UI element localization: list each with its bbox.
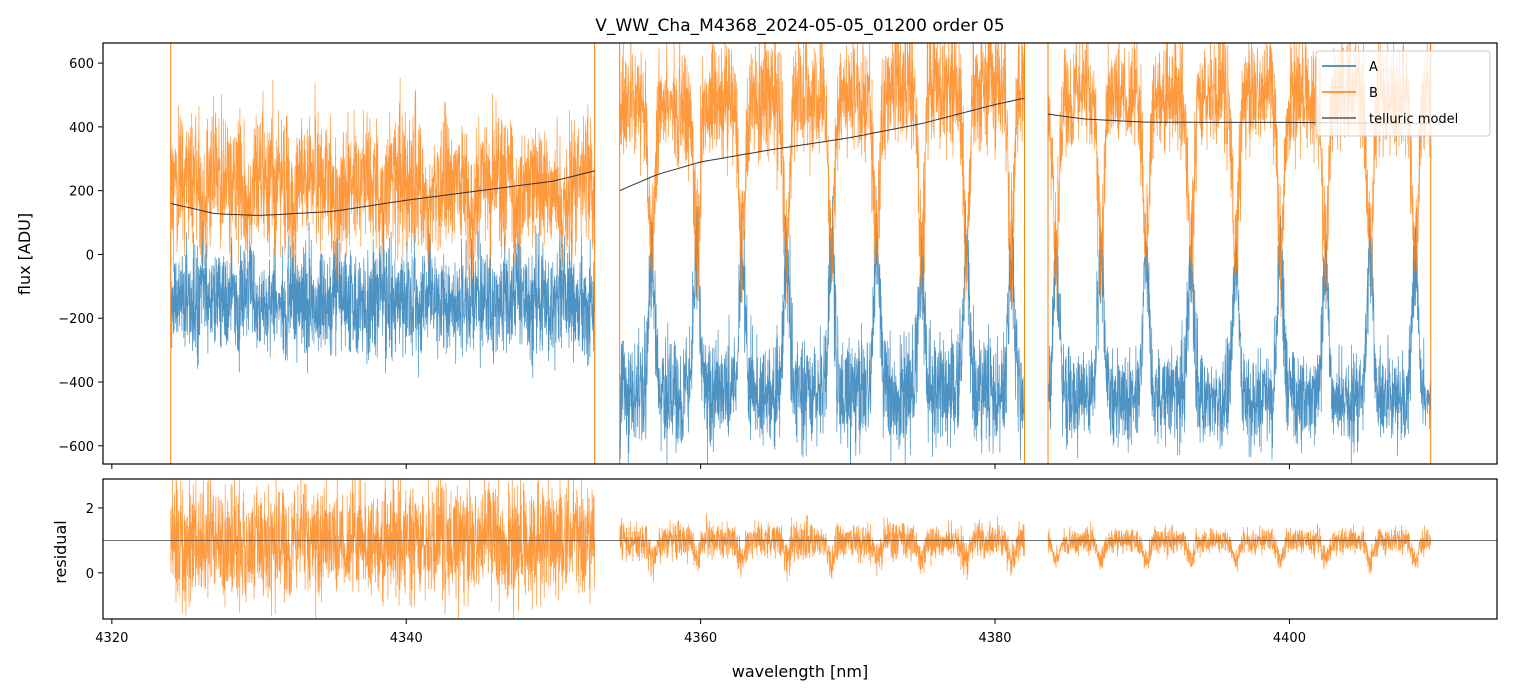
series-b-segment-1 xyxy=(619,43,1025,312)
series-b-segment-2 xyxy=(1047,43,1432,317)
flux-ytick-label: −600 xyxy=(58,440,94,455)
xtick-label: 4380 xyxy=(978,631,1011,646)
legend-label-telluric: telluric model xyxy=(1369,112,1458,127)
residual-segment-1 xyxy=(619,513,1025,582)
flux-ytick-label: 0 xyxy=(86,248,94,263)
flux-ytick-label: 200 xyxy=(69,185,94,200)
legend-label-a: A xyxy=(1369,60,1378,75)
residual-ytick-label: 0 xyxy=(86,567,94,582)
series-a-segment-0 xyxy=(170,212,596,379)
xtick-label: 4320 xyxy=(95,631,128,646)
residual-segment-2 xyxy=(1047,522,1432,575)
xtick-label: 4360 xyxy=(684,631,717,646)
legend: A B telluric model xyxy=(1315,50,1491,137)
flux-ytick-label: −200 xyxy=(58,312,94,327)
residual-ytick-label: 2 xyxy=(86,502,94,517)
legend-label-b: B xyxy=(1369,86,1378,101)
telluric-model-segment-1 xyxy=(619,97,1025,192)
xtick-label: 4400 xyxy=(1273,631,1306,646)
residual-segment-0 xyxy=(170,479,596,619)
flux-plot xyxy=(170,43,1432,464)
residual-axes-frame xyxy=(102,478,1498,620)
residual-plot xyxy=(103,479,1497,619)
chart-title: V_WW_Cha_M4368_2024-05-05_01200 order 05 xyxy=(595,16,1004,36)
flux-ytick-label: 600 xyxy=(69,57,94,72)
flux-axes-frame xyxy=(102,42,1498,465)
residual-ylabel: residual xyxy=(51,520,70,583)
series-b-segment-0 xyxy=(170,77,596,286)
series-a-segment-1 xyxy=(619,185,1025,464)
flux-ytick-label: 400 xyxy=(69,121,94,136)
telluric-model-segment-0 xyxy=(170,170,595,216)
series-a-segment-2 xyxy=(1047,207,1432,464)
flux-ytick-label: −400 xyxy=(58,376,94,391)
flux-ylabel: flux [ADU] xyxy=(15,213,34,295)
xlabel: wavelength [nm] xyxy=(732,662,869,681)
xtick-label: 4340 xyxy=(390,631,423,646)
